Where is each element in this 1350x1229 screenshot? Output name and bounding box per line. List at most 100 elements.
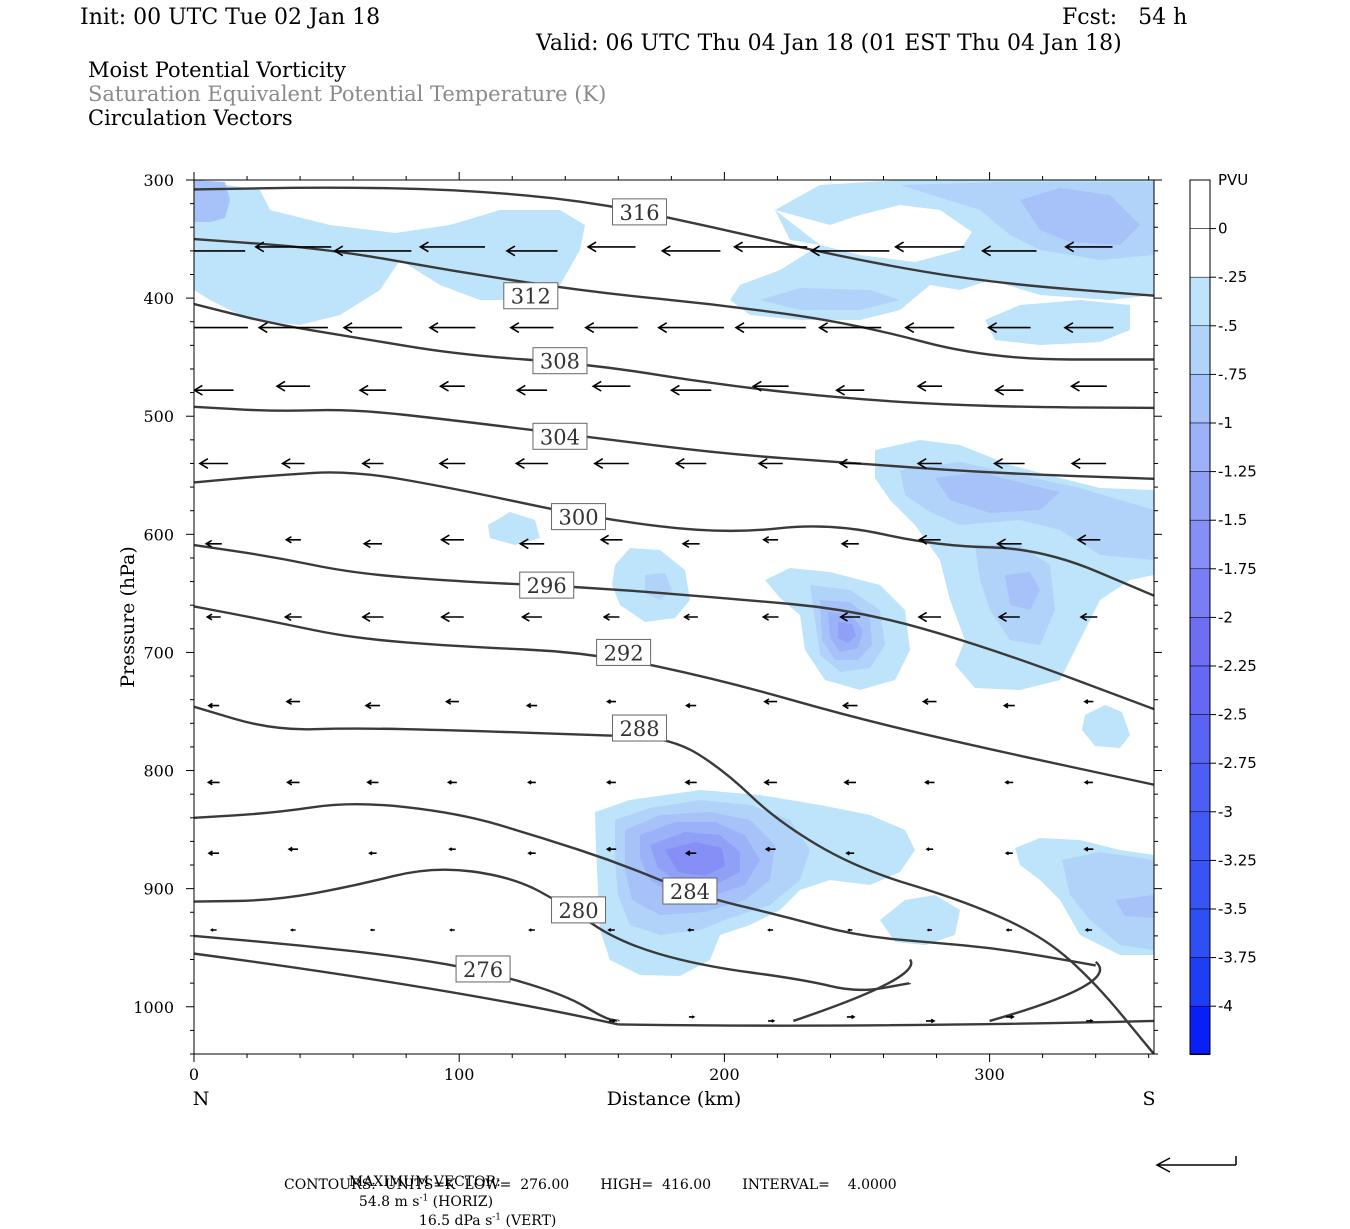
vector-arrow xyxy=(198,458,229,469)
vector-arrow xyxy=(762,536,779,544)
colorbar-label: -4 xyxy=(1218,997,1233,1015)
vector-arrow xyxy=(342,322,403,334)
svg-text:308: 308 xyxy=(540,350,580,374)
vector-arrow xyxy=(209,928,217,932)
colorbar-unit: PVU xyxy=(1218,171,1248,189)
y-tick-label: 400 xyxy=(143,289,174,308)
vector-arrow xyxy=(763,779,777,786)
pv-colorbar: PVU 0 -.25 -.5 -.75 -1 -1.25 -1.5 -1.75 -2 -2.25 -2… xyxy=(1189,171,1257,1056)
vector-arrow xyxy=(254,241,332,253)
y-axis-title: Pressure (hPa) xyxy=(117,546,139,688)
vector-arrow xyxy=(364,701,381,710)
vector-arrow xyxy=(681,539,700,548)
vector-arrow xyxy=(1070,458,1107,469)
forecast-hour: Fcst: 54 h xyxy=(1062,5,1188,30)
vector-arrow xyxy=(660,245,721,257)
y-tick-label: 300 xyxy=(143,171,174,190)
vector-arrow xyxy=(818,322,882,334)
vector-arrow xyxy=(921,698,937,705)
vector-arrow xyxy=(734,322,806,334)
x-axis-north-label: N xyxy=(193,1088,210,1110)
vector-arrow xyxy=(290,928,296,932)
vector-arrow xyxy=(835,384,865,396)
colorbar-label: -2 xyxy=(1218,608,1233,626)
vector-arrow xyxy=(593,458,629,469)
colorbar-label: -2.25 xyxy=(1218,657,1257,675)
colorbar-cell xyxy=(1189,471,1211,521)
pv-shading xyxy=(194,180,1154,976)
vector-arrow xyxy=(683,613,698,621)
vector-arrow xyxy=(194,384,234,396)
vector-arrow xyxy=(599,534,623,545)
contour-label-296: 296 xyxy=(519,571,575,599)
vector-arrow xyxy=(764,846,776,852)
vector-arrow xyxy=(204,539,222,548)
vector-arrow xyxy=(284,536,301,544)
y-tick-label: 700 xyxy=(143,643,174,662)
vector-arrow xyxy=(518,538,545,550)
vector-arrow xyxy=(605,846,617,852)
vector-arrow xyxy=(362,539,382,549)
vector-arrow xyxy=(440,611,464,623)
max-vector-label: MAXIMUM VECTOR: xyxy=(348,1174,501,1190)
vector-arrow xyxy=(606,779,616,785)
vector-arrow xyxy=(439,534,464,546)
contour-labels: 316 312 308 304 300 296 292 288 284 280 276 xyxy=(455,198,718,983)
vector-arrow xyxy=(987,322,1031,334)
vector-arrow xyxy=(520,612,542,622)
max-vertical-vector: 16.5 dPa s-1 (VERT) xyxy=(418,1212,557,1229)
vector-arrow xyxy=(514,458,549,469)
x-axis-south-label: S xyxy=(1142,1088,1155,1110)
vector-arrow xyxy=(981,245,1037,257)
vector-arrow xyxy=(1005,1014,1015,1020)
contour-label-312: 312 xyxy=(503,282,559,310)
vector-arrow xyxy=(1004,780,1014,785)
svg-text:304: 304 xyxy=(540,425,580,449)
contour-hook-b xyxy=(989,960,1102,1023)
colorbar-label: -.75 xyxy=(1218,365,1247,383)
contour-label-292: 292 xyxy=(596,638,652,666)
vector-arrow xyxy=(449,928,455,932)
vector-arrow xyxy=(994,384,1024,396)
vector-arrow xyxy=(361,612,384,622)
svg-text:292: 292 xyxy=(604,641,644,665)
vector-arrow xyxy=(586,241,636,253)
vector-arrow xyxy=(917,534,941,545)
colorbar-cell xyxy=(1189,179,1211,229)
vector-arrow xyxy=(847,928,853,932)
vector-arrow xyxy=(366,779,379,786)
contour-296 xyxy=(194,543,1154,711)
vector-arrow xyxy=(1083,699,1094,705)
vector-arrow xyxy=(428,322,476,334)
vector-arrow xyxy=(809,245,890,257)
vector-arrow xyxy=(602,613,620,621)
vector-arrow xyxy=(757,458,783,469)
vector-arrow xyxy=(584,322,638,334)
vector-arrow xyxy=(446,779,457,785)
vector-arrow xyxy=(845,851,855,856)
vector-arrow xyxy=(1076,534,1101,546)
vector-arrow xyxy=(438,380,465,392)
vector-arrow xyxy=(206,779,220,786)
colorbar-label: -1.5 xyxy=(1218,511,1247,529)
y-tick-label: 900 xyxy=(143,880,174,899)
vector-arrow xyxy=(515,384,548,396)
vector-arrow xyxy=(894,241,965,253)
colorbar-label: -1.75 xyxy=(1218,560,1257,578)
y-tick-label: 600 xyxy=(143,525,174,544)
contour-label-304: 304 xyxy=(532,422,588,450)
x-tick-label: 0 xyxy=(189,1065,199,1084)
vector-arrow xyxy=(607,928,615,932)
contours-info: CONTOURS: UNITS=K LOW= 276.00 HIGH= 416.… xyxy=(284,1177,897,1193)
colorbar-label: -1.25 xyxy=(1218,463,1257,481)
vector-arrow xyxy=(1083,780,1093,785)
vector-arrow xyxy=(839,612,861,622)
vector-arrow xyxy=(767,928,774,932)
x-tick-label: 200 xyxy=(709,1065,740,1084)
vector-arrow xyxy=(205,613,221,621)
colorbar-cell xyxy=(1189,762,1211,813)
vector-arrow xyxy=(688,1015,696,1019)
vector-arrow xyxy=(674,458,707,469)
vector-arrow xyxy=(528,928,535,932)
vector-arrow xyxy=(368,851,377,856)
